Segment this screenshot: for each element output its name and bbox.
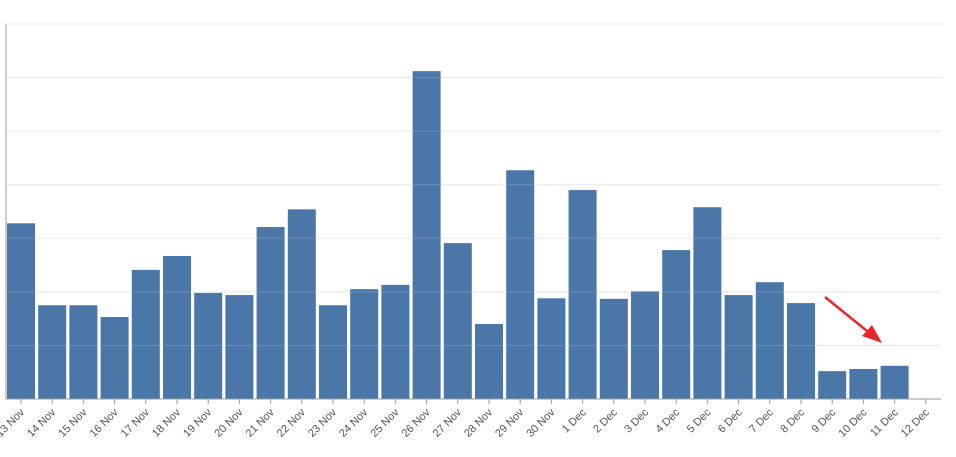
bar — [880, 365, 909, 399]
x-tick-label: 15 Nov — [56, 406, 89, 439]
x-tick-label: 29 Nov — [493, 406, 526, 439]
bar — [818, 371, 847, 399]
bar — [69, 305, 98, 399]
bar — [537, 298, 566, 399]
bar — [724, 295, 753, 399]
bar — [350, 289, 379, 399]
bar — [7, 223, 35, 399]
bar — [194, 292, 223, 399]
x-tick-label: 22 Nov — [275, 406, 308, 439]
bar — [319, 305, 347, 399]
x-tick-label: 14 Nov — [25, 406, 58, 439]
bar — [755, 282, 784, 399]
x-tick-label: 9 Dec — [810, 406, 839, 435]
x-tick-label: 3 Dec — [622, 406, 651, 435]
bar — [287, 209, 316, 399]
x-tick-label: 8 Dec — [778, 406, 807, 435]
x-tick-label: 28 Nov — [462, 406, 495, 439]
annotation-arrow — [824, 296, 882, 343]
x-tick-label: 21 Nov — [244, 406, 277, 439]
bar — [163, 255, 191, 399]
x-tick-label: 4 Dec — [654, 406, 683, 435]
bar — [256, 227, 285, 399]
x-tick-label: 16 Nov — [88, 406, 121, 439]
x-tick-label: 20 Nov — [212, 406, 245, 439]
bar — [38, 305, 67, 399]
bar — [131, 269, 160, 399]
x-tick-label: 30 Nov — [524, 406, 557, 439]
x-tick-label: 7 Dec — [747, 406, 776, 435]
x-tick-label: 5 Dec — [685, 406, 714, 435]
bar — [506, 170, 535, 399]
x-tick-label: 10 Dec — [836, 406, 869, 439]
bar — [412, 71, 441, 400]
x-tick-label: 23 Nov — [306, 406, 339, 439]
x-tick-label: 1 Dec — [560, 406, 589, 435]
bar — [599, 298, 628, 399]
bar — [225, 295, 254, 399]
x-tick-label: 25 Nov — [368, 406, 401, 439]
x-tick-label: 6 Dec — [716, 406, 745, 435]
x-tick-label: 24 Nov — [337, 406, 370, 439]
x-tick-label: 17 Nov — [119, 406, 152, 439]
bar — [662, 250, 691, 399]
bar — [693, 207, 722, 399]
x-tick-label: 2 Dec — [591, 406, 620, 435]
bar — [631, 291, 659, 399]
x-tick-label: 27 Nov — [431, 406, 464, 439]
x-tick-label: 19 Nov — [181, 406, 214, 439]
x-tick-label: 13 Nov — [0, 406, 27, 439]
x-tick-label: 12 Dec — [899, 406, 932, 439]
x-tick-label: 18 Nov — [150, 406, 183, 439]
bar — [849, 369, 878, 399]
bar — [100, 317, 129, 399]
x-tick-label: 11 Dec — [868, 406, 901, 439]
x-tick-label: 26 Nov — [400, 406, 433, 439]
bar — [443, 243, 472, 399]
bar — [475, 324, 503, 399]
bar — [787, 303, 815, 399]
bar — [568, 190, 597, 399]
bar — [381, 284, 410, 399]
